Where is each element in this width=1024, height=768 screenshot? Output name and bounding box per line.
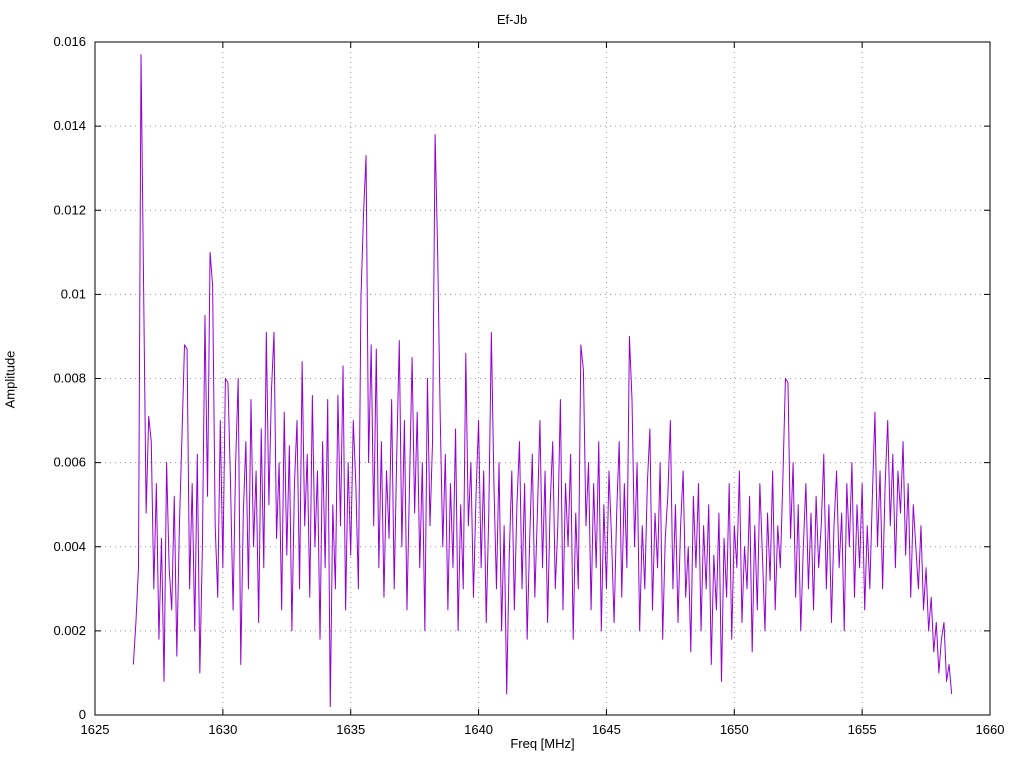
y-tick-label: 0.008 — [53, 371, 86, 386]
data-line — [132, 54, 953, 708]
x-tick-label: 1630 — [208, 722, 237, 737]
y-tick-label: 0.006 — [53, 455, 86, 470]
y-axis-label: Amplitude — [2, 350, 18, 409]
x-axis-label: Freq [MHz] — [510, 736, 575, 751]
y-tick-label: 0.01 — [61, 286, 86, 301]
x-tick-label: 1625 — [81, 722, 110, 737]
y-tick-label: 0.012 — [53, 202, 86, 217]
x-tick-label: 1655 — [848, 722, 877, 737]
chart-title: Ef-Jb — [496, 12, 528, 27]
y-tick-label: 0.014 — [53, 118, 86, 133]
x-tick-label: 1640 — [464, 722, 493, 737]
x-tick-label: 1645 — [592, 722, 621, 737]
y-tick-label: 0.004 — [53, 539, 86, 554]
y-tick-label: 0 — [79, 707, 86, 722]
x-tick-label: 1660 — [976, 722, 1005, 737]
x-tick-label: 1635 — [336, 722, 365, 737]
y-tick-label: 0.002 — [53, 623, 86, 638]
x-tick-label: 1650 — [720, 722, 749, 737]
y-tick-label: 0.016 — [53, 34, 86, 49]
